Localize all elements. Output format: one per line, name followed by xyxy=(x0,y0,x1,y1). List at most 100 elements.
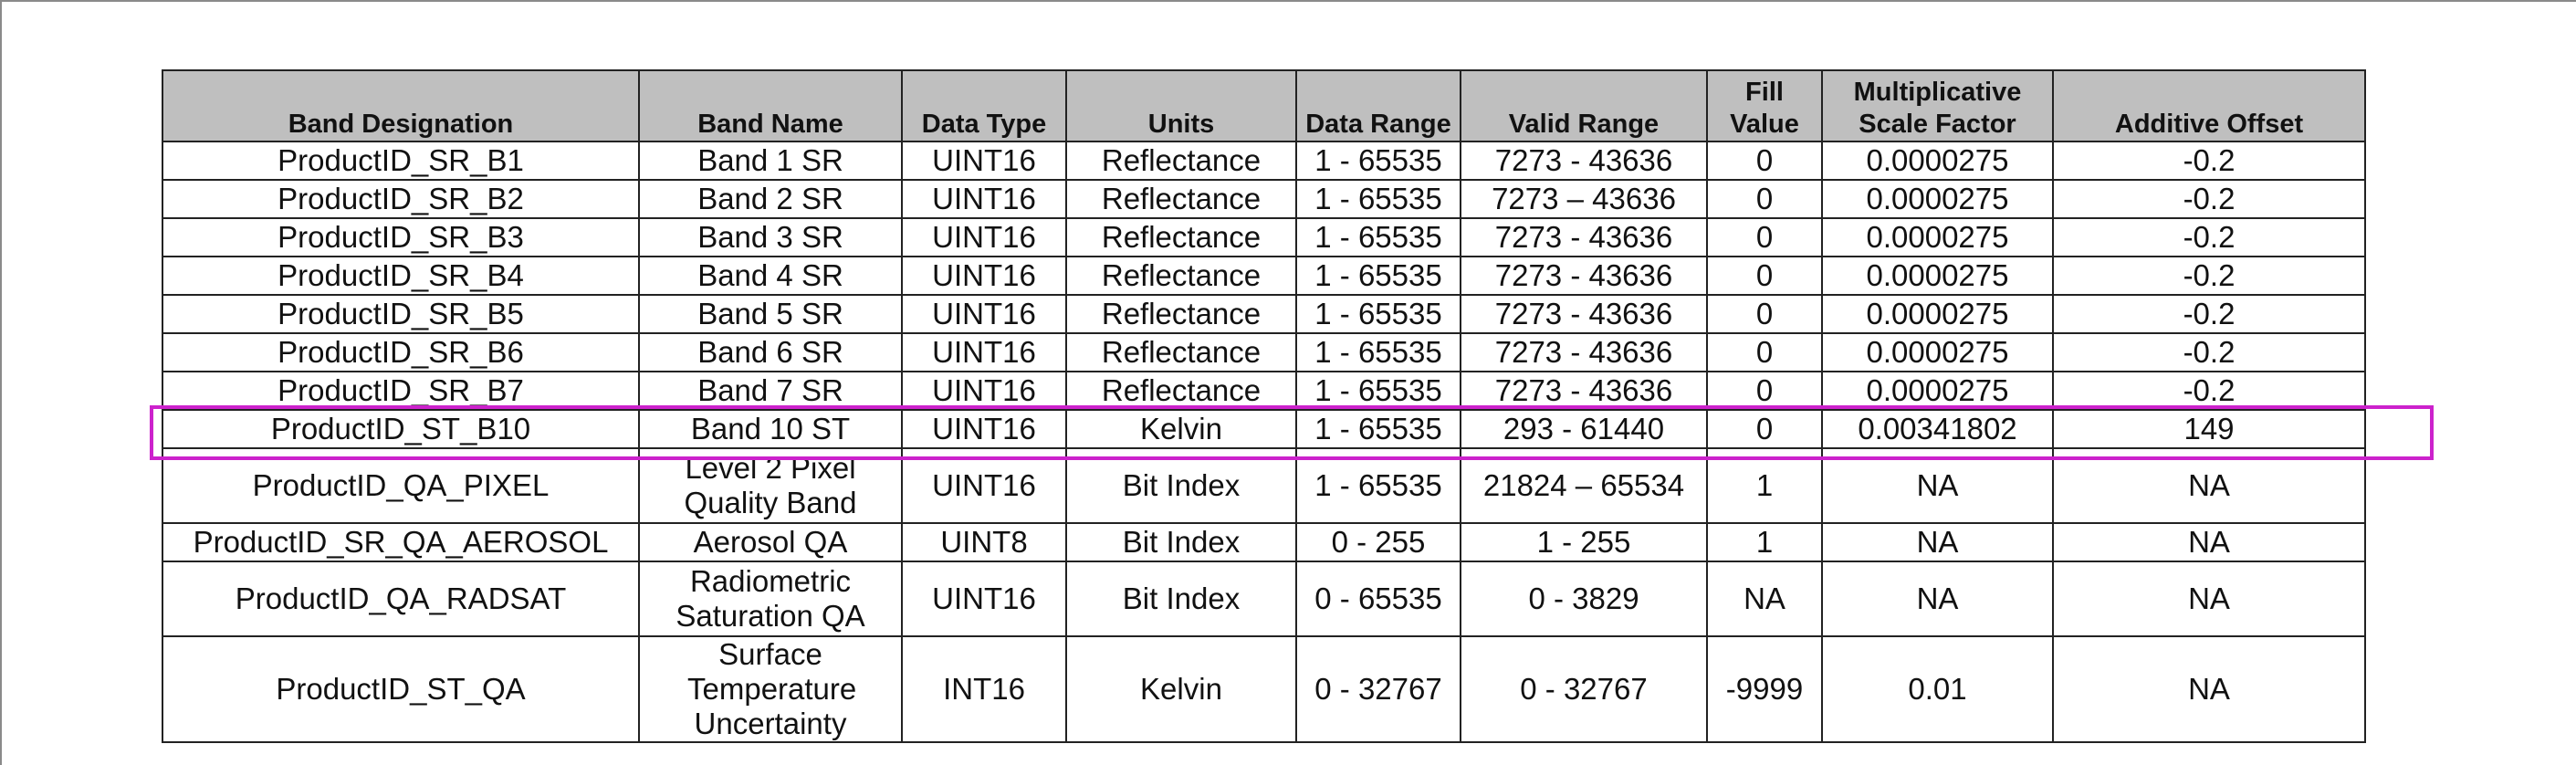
cell-scale-factor: 0.0000275 xyxy=(1821,141,2054,181)
cell-additive-offset: -0.2 xyxy=(2052,294,2366,334)
cell-data-range: 1 - 65535 xyxy=(1295,332,1461,372)
cell-band-designation: ProductID_SR_B7 xyxy=(162,371,640,411)
cell-units: Reflectance xyxy=(1065,141,1297,181)
cell-units: Reflectance xyxy=(1065,294,1297,334)
cell-fill-value: 0 xyxy=(1706,332,1823,372)
cell-scale-factor: 0.0000275 xyxy=(1821,217,2054,257)
table-row: ProductID_QA_PIXEL Level 2 Pixel Quality… xyxy=(162,447,2366,524)
cell-data-range: 1 - 65535 xyxy=(1295,141,1461,181)
cell-scale-factor: 0.0000275 xyxy=(1821,332,2054,372)
cell-band-name: Surface Temperature Uncertainty xyxy=(638,635,903,743)
band-specification-table: Band Designation Band Name Data Type Uni… xyxy=(162,69,2366,743)
table-row: ProductID_SR_B4 Band 4 SR UINT16 Reflect… xyxy=(162,256,2366,296)
cell-band-designation: ProductID_SR_B2 xyxy=(162,179,640,219)
cell-units: Bit Index xyxy=(1065,522,1297,562)
cell-scale-factor: NA xyxy=(1821,561,2054,637)
cell-band-name: Band 3 SR xyxy=(638,217,903,257)
table-row: ProductID_SR_B6 Band 6 SR UINT16 Reflect… xyxy=(162,332,2366,372)
cell-valid-range: 7273 – 43636 xyxy=(1460,179,1708,219)
cell-units: Reflectance xyxy=(1065,179,1297,219)
cell-data-range: 1 - 65535 xyxy=(1295,217,1461,257)
cell-additive-offset: -0.2 xyxy=(2052,217,2366,257)
header-band-name: Band Name xyxy=(638,69,903,142)
cell-additive-offset: -0.2 xyxy=(2052,256,2366,296)
cell-units: Kelvin xyxy=(1065,635,1297,743)
cell-data-range: 1 - 65535 xyxy=(1295,371,1461,411)
table-row: ProductID_SR_QA_AEROSOL Aerosol QA UINT8… xyxy=(162,522,2366,562)
cell-additive-offset: -0.2 xyxy=(2052,179,2366,219)
cell-fill-value: NA xyxy=(1706,561,1823,637)
header-fill-value: Fill Value xyxy=(1706,69,1823,142)
cell-scale-factor: 0.00341802 xyxy=(1821,409,2054,449)
table-row: ProductID_ST_QA Surface Temperature Unce… xyxy=(162,635,2366,743)
cell-band-designation: ProductID_SR_B6 xyxy=(162,332,640,372)
cell-units: Kelvin xyxy=(1065,409,1297,449)
cell-data-type: UINT16 xyxy=(901,332,1067,372)
cell-data-type: UINT8 xyxy=(901,522,1067,562)
cell-data-range: 0 - 255 xyxy=(1295,522,1461,562)
cell-units: Bit Index xyxy=(1065,447,1297,524)
cell-valid-range: 1 - 255 xyxy=(1460,522,1708,562)
cell-units: Reflectance xyxy=(1065,332,1297,372)
cell-band-name: Band 5 SR xyxy=(638,294,903,334)
cell-data-range: 0 - 32767 xyxy=(1295,635,1461,743)
cell-data-range: 1 - 65535 xyxy=(1295,409,1461,449)
row-highlight-box xyxy=(150,405,2434,460)
cell-data-type: INT16 xyxy=(901,635,1067,743)
cell-fill-value: 0 xyxy=(1706,141,1823,181)
table-row: ProductID_SR_B1 Band 1 SR UINT16 Reflect… xyxy=(162,141,2366,181)
cell-band-designation: ProductID_SR_B3 xyxy=(162,217,640,257)
cell-data-range: 0 - 65535 xyxy=(1295,561,1461,637)
cell-units: Reflectance xyxy=(1065,256,1297,296)
cell-fill-value: 0 xyxy=(1706,294,1823,334)
cell-valid-range: 7273 - 43636 xyxy=(1460,141,1708,181)
header-additive-offset: Additive Offset xyxy=(2052,69,2366,142)
cell-valid-range: 7273 - 43636 xyxy=(1460,332,1708,372)
cell-data-type: UINT16 xyxy=(901,217,1067,257)
cell-band-designation: ProductID_QA_RADSAT xyxy=(162,561,640,637)
cell-additive-offset: -0.2 xyxy=(2052,141,2366,181)
cell-fill-value: 0 xyxy=(1706,179,1823,219)
cell-additive-offset: -0.2 xyxy=(2052,332,2366,372)
cell-band-designation: ProductID_SR_B4 xyxy=(162,256,640,296)
header-scale-factor: Multiplicative Scale Factor xyxy=(1821,69,2054,142)
table-header-row: Band Designation Band Name Data Type Uni… xyxy=(162,69,2366,142)
cell-data-type: UINT16 xyxy=(901,294,1067,334)
cell-additive-offset: NA xyxy=(2052,447,2366,524)
cell-valid-range: 7273 - 43636 xyxy=(1460,294,1708,334)
cell-band-designation: ProductID_SR_B1 xyxy=(162,141,640,181)
cell-band-name: Band 10 ST xyxy=(638,409,903,449)
table-row: ProductID_SR_B5 Band 5 SR UINT16 Reflect… xyxy=(162,294,2366,334)
cell-additive-offset: NA xyxy=(2052,635,2366,743)
cell-scale-factor: 0.0000275 xyxy=(1821,256,2054,296)
cell-band-name: Radiometric Saturation QA xyxy=(638,561,903,637)
cell-scale-factor: 0.01 xyxy=(1821,635,2054,743)
cell-band-designation: ProductID_SR_B5 xyxy=(162,294,640,334)
cell-band-designation: ProductID_SR_QA_AEROSOL xyxy=(162,522,640,562)
cell-band-designation: ProductID_QA_PIXEL xyxy=(162,447,640,524)
cell-fill-value: -9999 xyxy=(1706,635,1823,743)
cell-data-type: UINT16 xyxy=(901,561,1067,637)
cell-valid-range: 7273 - 43636 xyxy=(1460,217,1708,257)
cell-data-range: 1 - 65535 xyxy=(1295,179,1461,219)
header-data-type: Data Type xyxy=(901,69,1067,142)
cell-valid-range: 0 - 3829 xyxy=(1460,561,1708,637)
cell-data-range: 1 - 65535 xyxy=(1295,447,1461,524)
cell-fill-value: 1 xyxy=(1706,522,1823,562)
header-band-designation: Band Designation xyxy=(162,69,640,142)
table-row: ProductID_SR_B2 Band 2 SR UINT16 Reflect… xyxy=(162,179,2366,219)
cell-valid-range: 7273 - 43636 xyxy=(1460,371,1708,411)
cell-scale-factor: NA xyxy=(1821,447,2054,524)
header-valid-range: Valid Range xyxy=(1460,69,1708,142)
cell-additive-offset: -0.2 xyxy=(2052,371,2366,411)
cell-data-range: 1 - 65535 xyxy=(1295,294,1461,334)
cell-data-type: UINT16 xyxy=(901,179,1067,219)
cell-scale-factor: NA xyxy=(1821,522,2054,562)
cell-valid-range: 0 - 32767 xyxy=(1460,635,1708,743)
cell-valid-range: 293 - 61440 xyxy=(1460,409,1708,449)
cell-units: Bit Index xyxy=(1065,561,1297,637)
cell-band-name: Band 1 SR xyxy=(638,141,903,181)
header-data-range: Data Range xyxy=(1295,69,1461,142)
cell-scale-factor: 0.0000275 xyxy=(1821,294,2054,334)
